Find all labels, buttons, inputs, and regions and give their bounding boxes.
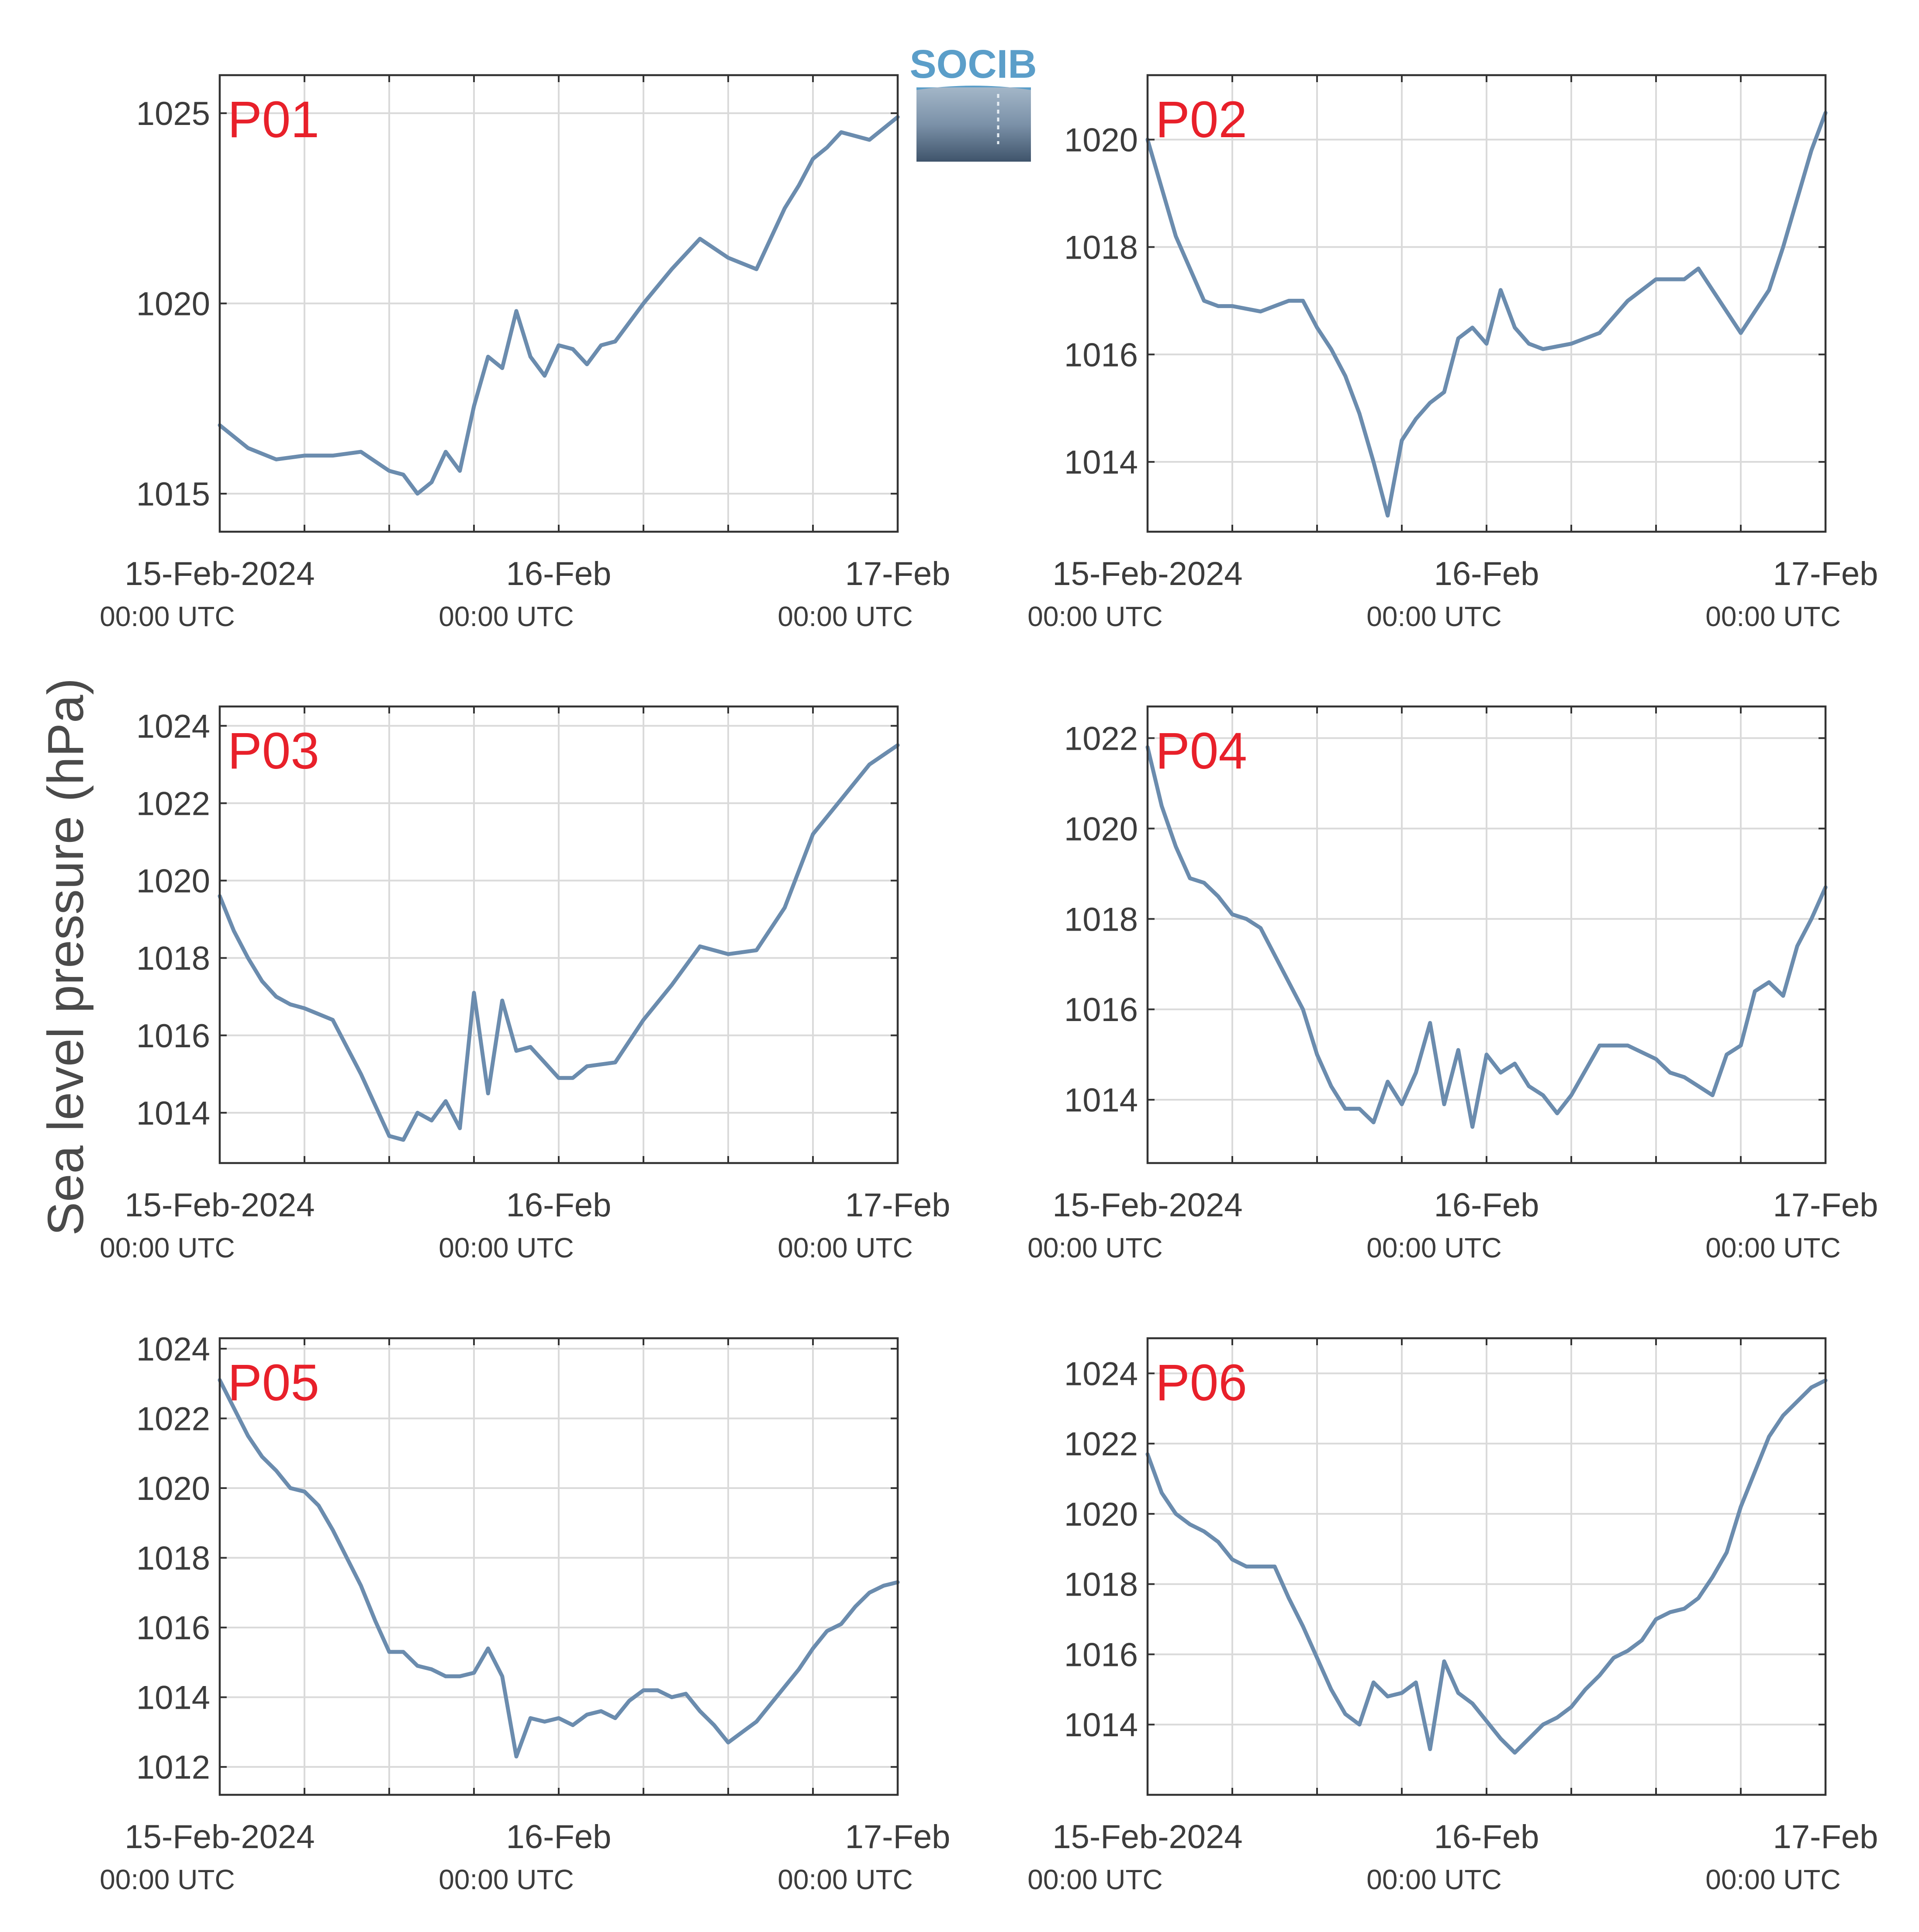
x-tick-sublabel: 00:00 UTC — [1366, 601, 1501, 632]
panel-p02: 1014 1016 1018 1020 15-Feb-2024 00:00 UTC 16-F… — [1027, 74, 1878, 632]
x-tick-sublabel: 00:00 UTC — [1366, 1232, 1501, 1264]
logo-block — [916, 87, 1031, 162]
y-tick-label: 1018 — [136, 940, 210, 977]
x-tick-sublabel: 00:00 UTC — [1705, 1864, 1840, 1895]
x-tick-sublabel: 00:00 UTC — [778, 1232, 913, 1264]
y-tick-label: 1015 — [136, 476, 210, 513]
y-tick-label: 1025 — [136, 95, 210, 132]
y-tick-label: 1020 — [1064, 1496, 1138, 1533]
panel-p04: 1014 1016 1018 1020 1022 15-Feb-2024 00:00 UTC… — [1027, 705, 1878, 1264]
y-tick-label: 1020 — [1064, 810, 1138, 848]
y-tick-label: 1014 — [136, 1095, 210, 1132]
panel-p01: 1015 1020 1025 15-Feb-2024 00:00 UTC 16-Feb 00… — [100, 74, 951, 632]
x-tick-label: 17-Feb — [845, 1818, 951, 1856]
x-tick-sublabel: 00:00 UTC — [100, 1864, 235, 1895]
x-tick-label: 15-Feb-2024 — [124, 555, 315, 592]
pressure-series-line — [218, 115, 900, 496]
y-tick-label: 1016 — [1064, 336, 1138, 374]
y-tick-label: 1022 — [136, 785, 210, 822]
y-tick-label: 1020 — [136, 863, 210, 900]
y-tick-label: 1016 — [1064, 991, 1138, 1028]
x-tick-label: 16-Feb — [1434, 555, 1539, 592]
x-tick-sublabel: 00:00 UTC — [439, 1864, 574, 1895]
x-tick-sublabel: 00:00 UTC — [778, 1864, 913, 1895]
x-tick-label: 15-Feb-2024 — [1052, 1187, 1242, 1224]
y-tick-label: 1020 — [136, 286, 210, 323]
x-tick-sublabel: 00:00 UTC — [1705, 1232, 1840, 1264]
y-tick-label: 1020 — [1064, 122, 1138, 159]
x-tick-label: 15-Feb-2024 — [1052, 1818, 1242, 1856]
socib-logo: SOCIB — [909, 42, 1037, 162]
pressure-series-line — [218, 743, 900, 1142]
y-axis-label: Sea level pressure (hPa) — [37, 678, 94, 1236]
y-tick-label: 1020 — [136, 1470, 210, 1507]
x-tick-label: 15-Feb-2024 — [1052, 555, 1242, 592]
x-tick-sublabel: 00:00 UTC — [1366, 1864, 1501, 1895]
x-tick-sublabel: 00:00 UTC — [1027, 1864, 1162, 1895]
x-tick-label: 16-Feb — [506, 1187, 612, 1224]
x-tick-sublabel: 00:00 UTC — [439, 601, 574, 632]
pressure-series-line — [1145, 745, 1828, 1129]
y-tick-label: 1018 — [1064, 901, 1138, 938]
x-tick-label: 15-Feb-2024 — [124, 1818, 315, 1856]
y-tick-label: 1022 — [1064, 720, 1138, 757]
x-tick-label: 17-Feb — [845, 1187, 951, 1224]
y-tick-label: 1014 — [1064, 1707, 1138, 1744]
y-tick-label: 1024 — [1064, 1355, 1138, 1392]
y-tick-label: 1016 — [136, 1610, 210, 1647]
x-tick-label: 16-Feb — [1434, 1818, 1539, 1856]
x-tick-label: 17-Feb — [845, 555, 951, 592]
y-tick-label: 1014 — [1064, 444, 1138, 481]
panel-label: P05 — [228, 1354, 319, 1412]
x-tick-sublabel: 00:00 UTC — [778, 601, 913, 632]
y-tick-label: 1018 — [1064, 1566, 1138, 1603]
logo-text: SOCIB — [909, 42, 1037, 87]
y-tick-label: 1016 — [136, 1018, 210, 1055]
y-tick-label: 1018 — [1064, 229, 1138, 266]
panel-label: P04 — [1155, 722, 1247, 780]
logo-wave — [916, 86, 1031, 90]
x-tick-sublabel: 00:00 UTC — [1027, 601, 1162, 632]
y-tick-label: 1018 — [136, 1540, 210, 1577]
panel-label: P01 — [228, 91, 319, 149]
x-tick-label: 16-Feb — [1434, 1187, 1539, 1224]
x-tick-sublabel: 00:00 UTC — [1027, 1232, 1162, 1264]
x-tick-label: 16-Feb — [506, 555, 612, 592]
x-tick-sublabel: 00:00 UTC — [100, 601, 235, 632]
panel-label: P06 — [1155, 1354, 1247, 1412]
y-tick-label: 1016 — [1064, 1636, 1138, 1673]
x-tick-sublabel: 00:00 UTC — [1705, 601, 1840, 632]
pressure-series-line — [1145, 111, 1828, 518]
y-tick-label: 1024 — [136, 1331, 210, 1368]
y-tick-label: 1024 — [136, 708, 210, 745]
y-tick-label: 1014 — [1064, 1082, 1138, 1119]
panel-p03: 1014 1016 1018 1020 1022 1024 15-Feb-2024 00:00… — [100, 705, 951, 1264]
x-tick-label: 17-Feb — [1773, 1818, 1878, 1856]
y-tick-label: 1022 — [1064, 1426, 1138, 1463]
y-tick-label: 1014 — [136, 1679, 210, 1717]
panel-label: P03 — [228, 722, 319, 780]
pressure-series-line — [218, 1378, 900, 1759]
x-tick-sublabel: 00:00 UTC — [100, 1232, 235, 1264]
x-tick-label: 16-Feb — [506, 1818, 612, 1856]
x-tick-label: 15-Feb-2024 — [124, 1187, 315, 1224]
panel-p05: 1012 1014 1016 1018 1020 1022 1024 15-Feb-2024 0… — [100, 1331, 950, 1895]
x-tick-label: 17-Feb — [1773, 1187, 1878, 1224]
y-tick-label: 1022 — [136, 1400, 210, 1437]
x-tick-sublabel: 00:00 UTC — [439, 1232, 574, 1264]
panel-p06: 1014 1016 1018 1020 1022 1024 15-Feb-2024 00:00… — [1027, 1337, 1878, 1895]
y-tick-label: 1012 — [136, 1749, 210, 1786]
x-tick-label: 17-Feb — [1773, 555, 1878, 592]
pressure-series-line — [1145, 1378, 1828, 1755]
panel-label: P02 — [1155, 91, 1247, 149]
